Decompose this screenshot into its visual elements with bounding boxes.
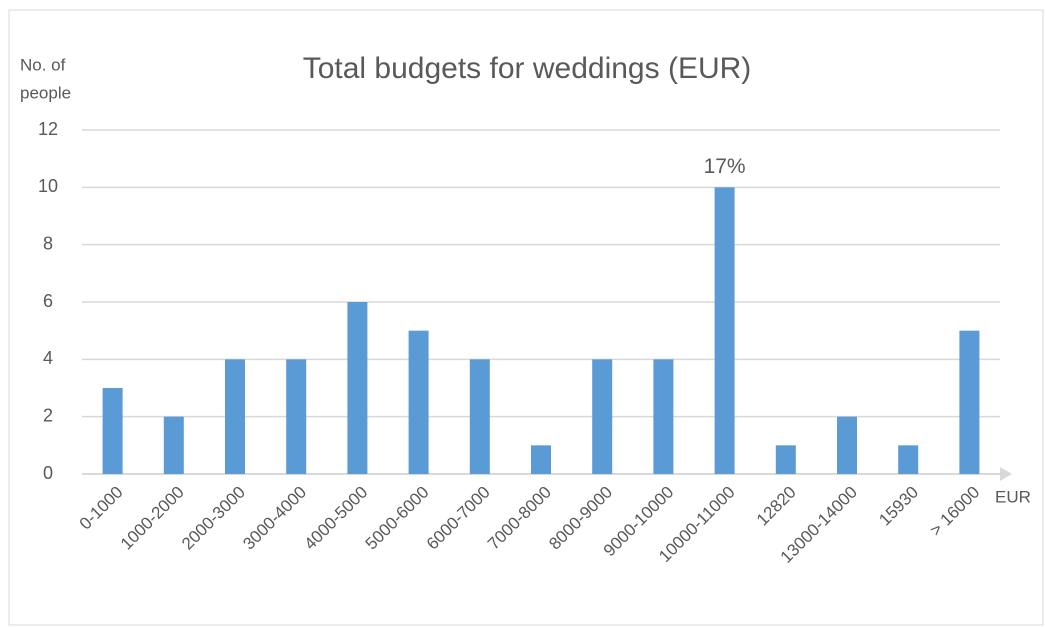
bar	[102, 388, 123, 474]
bar	[837, 416, 857, 474]
bar	[898, 445, 919, 474]
bar	[592, 359, 613, 474]
annotation: 17%	[704, 155, 746, 178]
bar	[225, 359, 245, 474]
bar	[775, 445, 796, 474]
y-axis-label: No. of	[20, 55, 66, 74]
x-axis-label: EUR	[995, 487, 1031, 506]
y-tick-label: 8	[43, 233, 53, 253]
bar	[469, 359, 490, 474]
bar	[408, 330, 429, 474]
bar	[531, 445, 551, 474]
y-tick-label: 4	[43, 348, 53, 368]
y-tick-label: 2	[43, 405, 53, 425]
y-tick-label: 10	[38, 176, 58, 196]
bar	[286, 359, 307, 474]
y-tick-label: 0	[43, 463, 53, 483]
y-tick-label: 6	[43, 291, 53, 311]
y-tick-label: 12	[38, 119, 58, 139]
bar	[347, 302, 368, 474]
bar	[714, 187, 735, 475]
bar	[653, 359, 674, 474]
y-axis-label: people	[20, 83, 71, 102]
chart-title: Total budgets for weddings (EUR)	[303, 52, 752, 85]
chart-frame	[8, 9, 1044, 626]
bar	[959, 330, 980, 474]
x-axis-arrow	[1000, 467, 1012, 481]
bar	[163, 416, 184, 474]
